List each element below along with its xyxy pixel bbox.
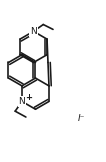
- Text: +: +: [25, 93, 32, 102]
- Text: N: N: [19, 97, 25, 106]
- Text: I⁻: I⁻: [78, 115, 85, 123]
- Text: N: N: [30, 27, 37, 36]
